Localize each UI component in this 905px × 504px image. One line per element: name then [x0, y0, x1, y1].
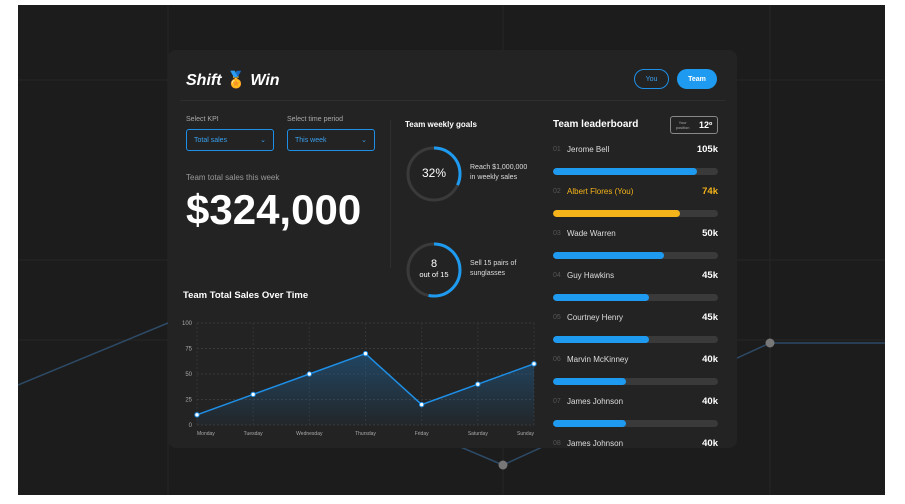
chevron-down-icon: ⌄	[260, 137, 266, 144]
x-tick-label: Friday	[415, 431, 429, 437]
kpi-value: Total sales	[194, 136, 228, 144]
x-tick-label: Saturday	[468, 431, 489, 437]
member-value: 50k	[702, 228, 718, 239]
rank: 07	[553, 398, 561, 405]
progress-fill	[553, 210, 681, 217]
member-name: Jerome Bell	[567, 145, 610, 154]
x-tick-label: Sunday	[517, 431, 534, 437]
x-tick-label: Tuesday	[244, 431, 263, 437]
data-point	[362, 350, 369, 357]
progress-bar	[553, 210, 718, 217]
rank: 05	[553, 314, 561, 321]
member-value: 45k	[702, 312, 718, 323]
member-name: Marvin McKinney	[567, 355, 629, 364]
period-select[interactable]: This week ⌄	[287, 129, 375, 151]
sales-chart: 0 25 50 75 100 Monday Tuesday Wednesday Thursday…	[182, 321, 537, 437]
area-fill	[197, 353, 534, 425]
data-point	[306, 371, 313, 377]
member-name: James Johnson	[567, 439, 624, 448]
kpi-select[interactable]: Total sales ⌄	[186, 129, 274, 151]
your-position-badge: Your position 12º	[670, 116, 718, 134]
member-name: Courtney Henry	[567, 313, 624, 322]
member-name: Albert Flores (You)	[567, 187, 634, 196]
y-tick-label: 0	[189, 423, 193, 429]
period-label: Select time period	[287, 116, 344, 123]
y-tick-label: 100	[182, 321, 193, 327]
x-tick-label: Thursday	[355, 431, 376, 437]
goal-progress-arc	[406, 242, 462, 298]
goal-ring: 32%	[405, 145, 463, 208]
progress-fill	[553, 294, 649, 301]
data-point	[250, 391, 256, 398]
rank: 03	[553, 230, 561, 237]
y-tick-label: 25	[185, 398, 192, 404]
dashboard-card: Shift 🏅 Win You Team Select KPI Total sa…	[168, 50, 737, 449]
goal-value: 8	[430, 258, 438, 270]
goal-ring: 8 out of 15	[405, 241, 463, 304]
goal-progress-arc	[406, 146, 462, 202]
rank: 04	[553, 272, 561, 279]
member-name: Wade Warren	[567, 229, 616, 238]
progress-bar	[553, 378, 718, 385]
goal-value: 32%	[421, 166, 447, 180]
rank: 06	[553, 356, 561, 363]
goal-sub: out of 15	[419, 270, 449, 279]
progress-bar	[553, 294, 718, 301]
logo: Shift 🏅 Win	[186, 72, 280, 89]
member-value: 40k	[702, 396, 718, 407]
member-name: Guy Hawkins	[567, 271, 615, 280]
y-tick-label: 75	[185, 347, 192, 353]
goal-description: Sell 15 pairs of sunglasses	[470, 260, 517, 277]
kpi-label: Select KPI	[186, 116, 219, 123]
chevron-down-icon: ⌄	[361, 137, 367, 144]
rank: 02	[553, 188, 561, 195]
data-point	[475, 381, 481, 387]
summary-label: Team total sales this week	[186, 173, 280, 182]
medal-icon: 🏅	[226, 72, 246, 89]
member-value: 74k	[702, 186, 718, 197]
rank: 08	[553, 440, 561, 447]
progress-fill	[553, 168, 697, 175]
chart-title: Team Total Sales Over Time	[183, 290, 309, 301]
team-toggle[interactable]: Team	[677, 69, 717, 89]
data-point	[418, 401, 425, 408]
member-value: 45k	[702, 270, 718, 281]
progress-bar	[553, 420, 718, 427]
vertical-divider	[390, 120, 391, 268]
member-name: James Johnson	[567, 397, 624, 406]
period-value: This week	[295, 136, 327, 144]
progress-fill	[553, 420, 626, 427]
member-value: 40k	[702, 354, 718, 365]
header-divider	[180, 100, 725, 101]
y-tick-label: 50	[185, 372, 192, 378]
data-point	[531, 361, 537, 367]
member-value: 40k	[702, 438, 718, 449]
goal-description: Reach $1,000,000 in weekly sales	[470, 164, 528, 181]
progress-fill	[553, 252, 664, 259]
x-tick-label: Monday	[197, 431, 215, 437]
summary-value: $324,000	[186, 186, 362, 233]
progress-bar	[553, 168, 718, 175]
rank: 01	[553, 146, 561, 153]
you-toggle[interactable]: You	[634, 69, 669, 89]
progress-fill	[553, 378, 626, 385]
progress-bar	[553, 252, 718, 259]
leaderboard-title: Team leaderboard	[553, 119, 639, 130]
progress-fill	[553, 336, 649, 343]
x-tick-label: Wednesday	[296, 431, 323, 437]
progress-bar	[553, 336, 718, 343]
data-point	[194, 412, 200, 418]
member-value: 105k	[696, 144, 718, 155]
goals-title: Team weekly goals	[405, 120, 477, 129]
